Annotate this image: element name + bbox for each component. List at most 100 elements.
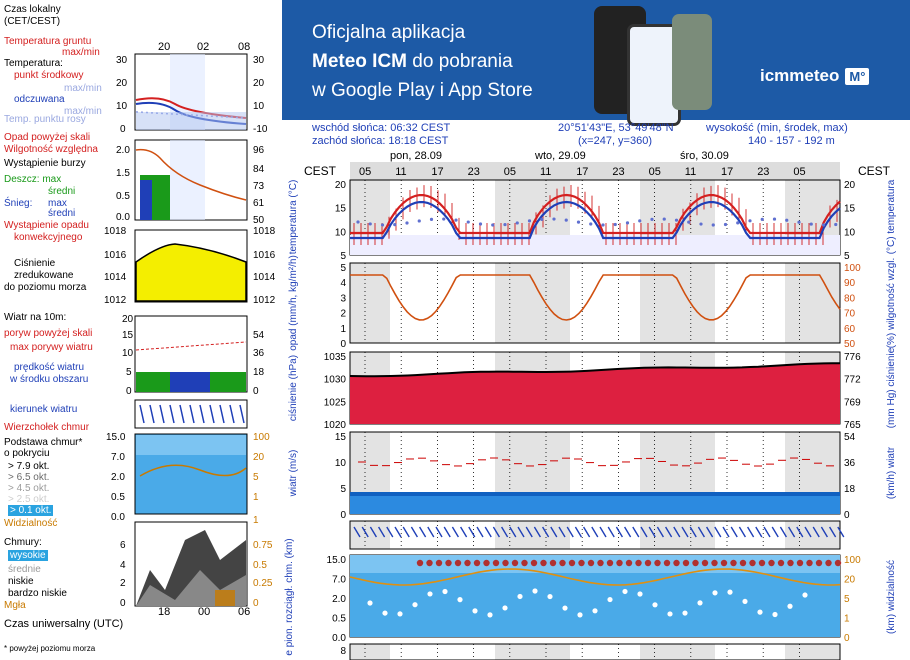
axis-tick: 1 bbox=[340, 324, 346, 335]
axis-tick: 0.5 bbox=[332, 614, 346, 625]
legend-snow: Śnieg: bbox=[4, 198, 33, 209]
cloud-dot bbox=[367, 600, 373, 606]
cloud-dot bbox=[712, 590, 718, 596]
cloud-dot bbox=[607, 596, 613, 603]
svg-text:1: 1 bbox=[253, 515, 259, 526]
svg-text:1.5: 1.5 bbox=[116, 168, 130, 179]
axis-tick: 50 bbox=[844, 339, 856, 350]
axis-tick: 18 bbox=[844, 484, 856, 495]
dew-point bbox=[478, 222, 483, 226]
dew-point bbox=[723, 222, 728, 227]
phone-image bbox=[672, 14, 712, 110]
day-label: wto, 29.09 bbox=[534, 150, 586, 162]
svg-text:18: 18 bbox=[253, 367, 265, 378]
dew-point bbox=[356, 220, 360, 224]
dew-point bbox=[613, 222, 617, 227]
dew-point bbox=[760, 217, 764, 221]
axis-tick: 5 bbox=[340, 263, 346, 274]
hour-label: 11 bbox=[540, 166, 551, 178]
svg-text:2.0: 2.0 bbox=[116, 145, 130, 156]
pressure-line bbox=[349, 362, 841, 378]
cloud-dot bbox=[742, 598, 748, 605]
svg-text:1012: 1012 bbox=[104, 295, 127, 306]
legend-okt25: > 2.5 okt. bbox=[8, 494, 50, 505]
svg-text:0.0: 0.0 bbox=[116, 212, 130, 223]
cloud-dot bbox=[682, 559, 690, 567]
logo-box: M° bbox=[845, 68, 870, 85]
legend-humidity: Wilgotność względna bbox=[4, 144, 98, 155]
hour-label: 17 bbox=[576, 166, 588, 178]
legend-soil-temp: Temperatura gruntu bbox=[4, 36, 92, 47]
sunrise: wschód słońca: 06:32 CEST bbox=[312, 122, 451, 134]
axis-tick: 1020 bbox=[324, 420, 347, 431]
feels-line bbox=[350, 200, 841, 240]
legend-very-low: bardzo niskie bbox=[8, 588, 67, 599]
svg-text:7.0: 7.0 bbox=[111, 452, 125, 463]
cloud-dot bbox=[768, 559, 775, 567]
dew-point bbox=[515, 221, 519, 225]
cloud-dot bbox=[757, 609, 763, 615]
axis-tick: 80 bbox=[844, 293, 856, 304]
dew-point bbox=[662, 217, 666, 221]
grid-position: (x=247, y=360) bbox=[578, 135, 652, 147]
dew-point bbox=[442, 217, 446, 221]
svg-text:73: 73 bbox=[253, 181, 265, 192]
cloud-dot bbox=[412, 602, 418, 608]
cloud-dot bbox=[834, 559, 842, 567]
legend-max-min2: max/min bbox=[64, 106, 102, 117]
svg-text:1: 1 bbox=[253, 492, 259, 503]
cloud-dot bbox=[720, 559, 728, 567]
app-banner[interactable]: Oficjalna aplikacja Meteo ICM do pobrani… bbox=[282, 0, 910, 126]
legend-wind: Wiatr na 10m: bbox=[4, 312, 67, 323]
svg-text:0: 0 bbox=[253, 386, 259, 397]
dew-point bbox=[809, 222, 813, 226]
svg-text:0: 0 bbox=[126, 386, 132, 397]
temp-line bbox=[350, 193, 841, 235]
cloud-dot bbox=[483, 559, 490, 567]
mini-pressure-fill bbox=[135, 243, 247, 302]
cloud-dot bbox=[540, 559, 547, 567]
cloud-dot bbox=[772, 611, 778, 618]
axis-tick: 20 bbox=[844, 575, 856, 586]
axis-tick: 100 bbox=[844, 263, 861, 274]
legend-utc: Czas uniwersalny (UTC) bbox=[4, 618, 124, 630]
legend-cloud-top: Wierzchołek chmur bbox=[4, 422, 90, 433]
cloud-dot bbox=[787, 603, 793, 609]
svg-text:0.5: 0.5 bbox=[111, 492, 125, 503]
height-values: 140 - 157 - 192 m bbox=[748, 135, 835, 147]
cloud-dot bbox=[711, 559, 718, 567]
legend-max-gust: max porywy wiatru bbox=[10, 342, 93, 353]
svg-text:100: 100 bbox=[253, 432, 270, 443]
axis-tick: 15.0 bbox=[327, 555, 347, 566]
legend-temperature: Temperatura: bbox=[4, 58, 63, 69]
hour-label: 23 bbox=[468, 166, 480, 178]
dew-point bbox=[821, 223, 826, 227]
dew-point bbox=[564, 218, 568, 222]
cloud-dot bbox=[796, 559, 804, 567]
axis-tick: 1025 bbox=[324, 397, 347, 408]
hour-label: 11 bbox=[685, 166, 696, 178]
sunset: zachód słońca: 18:18 CEST bbox=[312, 135, 449, 147]
dew-point bbox=[576, 220, 581, 224]
cloud-dot bbox=[682, 610, 688, 616]
axis-tick: 15 bbox=[335, 432, 347, 443]
dew-point bbox=[772, 217, 777, 221]
dew-point bbox=[380, 223, 385, 227]
cloud-dot bbox=[435, 559, 443, 567]
cloud-dot bbox=[549, 559, 557, 567]
axis-tick: 20 bbox=[844, 180, 856, 191]
hour-top-0: 20 bbox=[158, 41, 171, 53]
axis-tick: 10 bbox=[335, 227, 347, 238]
dew-point bbox=[589, 222, 593, 226]
location-info: wschód słońca: 06:32 CEST zachód słońca:… bbox=[282, 120, 910, 160]
svg-text:1016: 1016 bbox=[104, 250, 127, 261]
svg-text:1018: 1018 bbox=[104, 226, 127, 237]
axis-label: e pion. rozciągł. chm. (km) bbox=[284, 538, 295, 655]
dew-point bbox=[834, 222, 838, 227]
axis-tick: 0.0 bbox=[332, 633, 346, 644]
legend-wind-area: w środku obszaru bbox=[10, 374, 89, 385]
cloud-dot bbox=[547, 593, 553, 600]
dew-point bbox=[540, 217, 544, 221]
svg-text:84: 84 bbox=[253, 164, 265, 175]
